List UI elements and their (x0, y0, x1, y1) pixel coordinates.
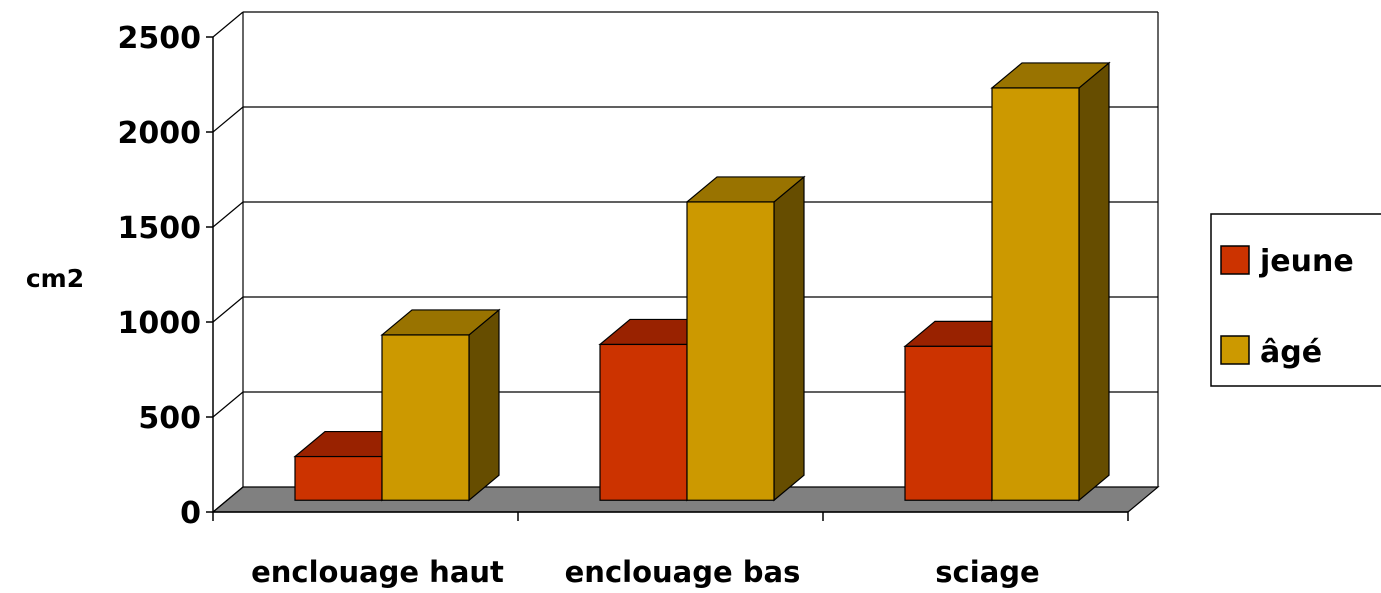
legend: jeune âgé (1210, 213, 1381, 387)
axes (206, 11, 1129, 521)
bar-side-face (1078, 61, 1110, 502)
y-tick-label: 1500 (118, 211, 202, 246)
y-tick-connector-2000 (212, 106, 244, 133)
x-tick-label: enclouage bas (565, 555, 801, 589)
y-tick-connector-2500 (212, 11, 244, 38)
x-tick-labels: enclouage haut enclouage bas sciage (251, 555, 1040, 589)
bar-front-face (991, 87, 1080, 501)
bar-age-0 (380, 308, 501, 502)
bar-age-1 (685, 175, 806, 502)
y-tick-label: 500 (138, 401, 201, 436)
legend-swatch-age (1220, 335, 1250, 365)
y-tick-label: 2500 (118, 21, 202, 56)
y-tick-label: 1000 (118, 306, 202, 341)
y-tick-connector-1500 (212, 201, 244, 228)
legend-swatch-jeune (1220, 245, 1250, 275)
y-tick-connector-1000 (212, 296, 244, 323)
x-tick-label: sciage (935, 555, 1039, 589)
bar-side-face (468, 308, 500, 502)
y-tick-connector-0 (212, 486, 244, 513)
legend-label-age: âgé (1260, 335, 1322, 370)
y-axis-label: cm2 (26, 264, 84, 293)
y-tick-connector-500 (212, 391, 244, 418)
bar-age-2 (990, 61, 1111, 502)
bar-front-face (599, 343, 688, 501)
y-tick-label: 2000 (118, 116, 202, 151)
bar-front-face (904, 345, 993, 501)
y-tick-labels: 0 500 1000 1500 2000 2500 (118, 21, 202, 531)
bars (293, 61, 1111, 502)
bar-front-face (294, 455, 383, 501)
y-tick-label: 0 (180, 496, 201, 531)
legend-label-jeune: jeune (1259, 244, 1354, 279)
bar-front-face (381, 334, 470, 501)
x-tick-label: enclouage haut (251, 555, 504, 589)
bar-front-face (686, 201, 775, 501)
bar-side-face (773, 175, 805, 502)
